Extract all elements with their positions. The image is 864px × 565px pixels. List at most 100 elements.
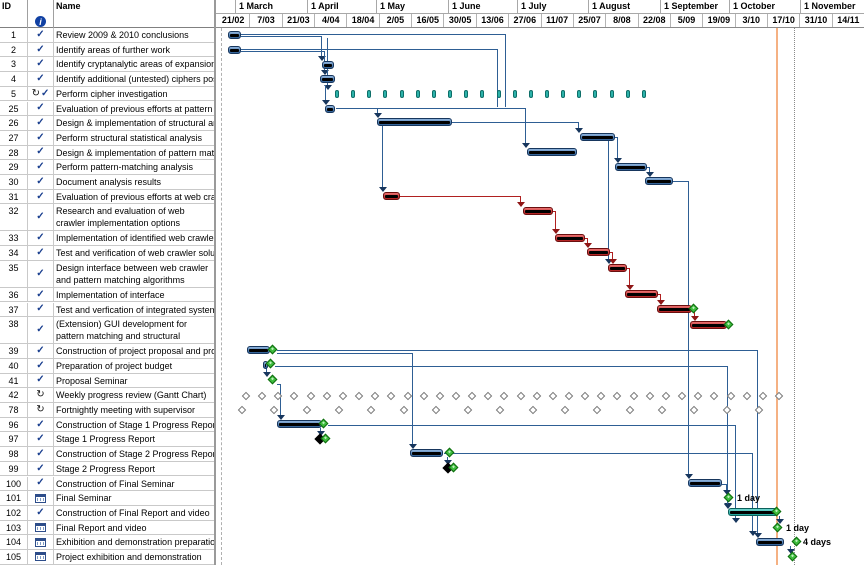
table-row-task-104[interactable]: 104 Exhibition and demonstration preparat…: [0, 535, 214, 550]
weekly-review-milestone[interactable]: [274, 391, 283, 401]
fortnightly-meeting-milestone[interactable]: [689, 405, 699, 415]
weekly-review-milestone[interactable]: [419, 391, 428, 401]
table-row-task-31[interactable]: 31 ✓ Evaluation of previous efforts at web…: [0, 189, 214, 205]
gantt-bar-task-28[interactable]: [527, 148, 577, 156]
task-name-cell[interactable]: Review 2009 & 2010 conclusions: [56, 30, 189, 40]
task-id-cell[interactable]: 2: [0, 42, 28, 57]
task-id-cell[interactable]: 38: [0, 317, 28, 344]
column-header-name[interactable]: Name: [56, 1, 81, 11]
table-row-task-37[interactable]: 37 ✓ Test and verfication of integrated sy…: [0, 302, 214, 318]
gantt-bar-task-34[interactable]: [587, 248, 610, 256]
task-id-cell[interactable]: 33: [0, 231, 28, 246]
weekly-review-milestone[interactable]: [597, 391, 606, 401]
weekly-review-milestone[interactable]: [613, 391, 622, 401]
recurring-occurrence-bar-task-5[interactable]: [496, 90, 501, 98]
table-row-task-5[interactable]: 5 ↻ ✓ Perform cipher investigation: [0, 86, 214, 102]
task-id-cell[interactable]: 100: [0, 476, 28, 491]
task-name-cell[interactable]: Identify additional (untested) ciphers p…: [56, 74, 214, 85]
fortnightly-meeting-milestone[interactable]: [593, 405, 602, 415]
gantt-bar-task-30[interactable]: [645, 177, 673, 185]
task-id-cell[interactable]: 97: [0, 432, 28, 447]
table-row-task-42[interactable]: 42 ↻ Weekly progress review (Gantt Chart): [0, 388, 214, 403]
table-row-task-99[interactable]: 99 ✓ Stage 2 Progress Report: [0, 461, 214, 477]
gantt-bar-task-38[interactable]: [690, 321, 727, 329]
task-name-cell[interactable]: Design interface between web crawler and…: [56, 262, 209, 285]
task-name-cell[interactable]: Fortnightly meeting with supervisor: [56, 405, 196, 415]
task-id-cell[interactable]: 34: [0, 246, 28, 260]
weekly-review-milestone[interactable]: [306, 391, 315, 401]
task-name-cell[interactable]: Construction of project proposal and pro…: [56, 346, 214, 357]
weekly-review-milestone[interactable]: [500, 391, 509, 401]
task-id-cell[interactable]: 30: [0, 175, 28, 189]
task-name-cell[interactable]: Exhibition and demonstration preparation: [56, 537, 214, 548]
gantt-bar-task-27[interactable]: [580, 133, 615, 141]
task-id-cell[interactable]: 41: [0, 373, 28, 388]
task-id-cell[interactable]: 37: [0, 302, 28, 317]
task-id-cell[interactable]: 99: [0, 461, 28, 476]
column-header-indicators[interactable]: i: [28, 0, 54, 28]
task-name-cell[interactable]: Stage 2 Progress Report: [56, 463, 156, 474]
table-row-task-96[interactable]: 96 ✓ Construction of Stage 1 Progress Repo…: [0, 417, 214, 433]
weekly-review-milestone[interactable]: [629, 391, 638, 401]
weekly-review-milestone[interactable]: [370, 391, 380, 401]
weekly-review-milestone[interactable]: [516, 391, 525, 401]
gantt-bar-task-100[interactable]: [688, 479, 722, 487]
table-row-task-3[interactable]: 3 ✓ Identify cryptanalytic areas of expans…: [0, 57, 214, 73]
fortnightly-meeting-milestone[interactable]: [722, 405, 731, 415]
gantt-bar-task-32[interactable]: [523, 207, 553, 215]
fortnightly-meeting-milestone[interactable]: [657, 405, 667, 415]
fortnightly-meeting-milestone[interactable]: [334, 405, 344, 415]
table-row-task-102[interactable]: 102 ✓ Construction of Final Report and vid…: [0, 505, 214, 521]
gantt-bar-task-29[interactable]: [615, 163, 647, 171]
weekly-review-milestone[interactable]: [677, 391, 687, 401]
fortnightly-meeting-milestone[interactable]: [270, 405, 279, 415]
table-row-task-36[interactable]: 36 ✓ Implementation of interface: [0, 287, 214, 303]
gantt-bar-task-35[interactable]: [608, 264, 627, 272]
gantt-bar-task-36[interactable]: [625, 290, 658, 298]
table-row-task-40[interactable]: 40 ✓ Preparation of project budget: [0, 358, 214, 374]
weekly-review-milestone[interactable]: [645, 391, 654, 401]
fortnightly-meeting-milestone[interactable]: [754, 405, 764, 415]
task-id-cell[interactable]: 25: [0, 101, 28, 116]
task-name-cell[interactable]: Design & implementation of structural an…: [56, 118, 214, 129]
table-row-task-1[interactable]: 1 ✓ Review 2009 & 2010 conclusions: [0, 28, 214, 43]
fortnightly-meeting-milestone[interactable]: [463, 405, 473, 415]
table-row-task-101[interactable]: 101 Final Seminar: [0, 491, 214, 506]
table-row-task-39[interactable]: 39 ✓ Construction of project proposal and …: [0, 344, 214, 359]
fortnightly-meeting-milestone[interactable]: [366, 405, 376, 415]
task-id-cell[interactable]: 105: [0, 550, 28, 564]
task-id-cell[interactable]: 32: [0, 204, 28, 231]
fortnightly-meeting-milestone[interactable]: [399, 405, 408, 415]
weekly-review-milestone[interactable]: [403, 391, 412, 401]
recurring-occurrence-bar-task-5[interactable]: [593, 90, 598, 98]
task-name-cell[interactable]: Identify cryptanalytic areas of expansio…: [56, 59, 214, 70]
gantt-bar-task-25[interactable]: [325, 105, 335, 113]
table-row-task-35[interactable]: 35 ✓ Design interface between web crawler …: [0, 260, 214, 288]
task-name-cell[interactable]: Implementation of identified web crawler…: [56, 233, 214, 244]
task-name-cell[interactable]: Final Seminar: [56, 493, 112, 504]
weekly-review-milestone[interactable]: [693, 391, 703, 401]
weekly-review-milestone[interactable]: [322, 391, 331, 401]
task-name-cell[interactable]: Perform pattern-matching analysis: [56, 162, 194, 173]
recurring-occurrence-bar-task-5[interactable]: [335, 90, 339, 98]
task-id-cell[interactable]: 28: [0, 145, 28, 160]
task-name-cell[interactable]: Evaluation of previous efforts at web cr…: [56, 191, 214, 202]
task-id-cell[interactable]: 78: [0, 403, 28, 417]
task-name-cell[interactable]: Stage 1 Progress Report: [56, 434, 156, 445]
task-name-cell[interactable]: Evaluation of previous efforts at patter…: [56, 103, 214, 114]
task-name-cell[interactable]: Test and verification of web crawler sol…: [56, 248, 214, 259]
task-id-cell[interactable]: 29: [0, 160, 28, 174]
task-id-cell[interactable]: 96: [0, 417, 28, 432]
recurring-occurrence-bar-task-5[interactable]: [464, 90, 469, 98]
recurring-occurrence-bar-task-5[interactable]: [625, 90, 630, 98]
task-name-cell[interactable]: Weekly progress review (Gantt Chart): [56, 390, 207, 401]
table-row-task-100[interactable]: 100 ✓ Construction of Final Seminar: [0, 476, 214, 492]
task-id-cell[interactable]: 40: [0, 358, 28, 373]
weekly-review-milestone[interactable]: [564, 391, 574, 401]
task-name-cell[interactable]: Construction of Final Seminar: [56, 478, 175, 489]
task-name-cell[interactable]: Implementation of interface: [56, 289, 165, 300]
table-row-task-78[interactable]: 78 ↻ Fortnightly meeting with supervisor: [0, 403, 214, 418]
weekly-review-milestone[interactable]: [484, 391, 493, 401]
gantt-bar-task-26[interactable]: [377, 118, 452, 126]
table-row-task-103[interactable]: 103 Final Report and video: [0, 520, 214, 536]
